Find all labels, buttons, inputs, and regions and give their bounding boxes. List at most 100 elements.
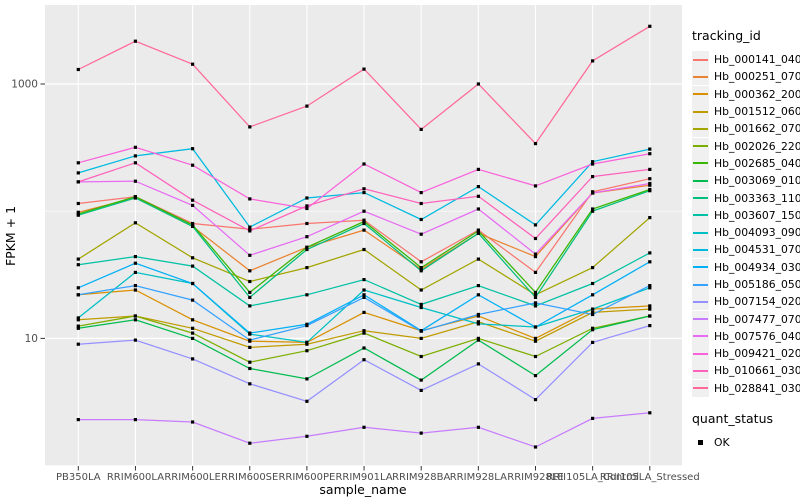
y-tick-label: 10 <box>25 333 38 345</box>
legend-item-label: Hb_004531_070 <box>714 243 800 257</box>
x-tick-label: PB350LA <box>56 472 101 483</box>
x-tick-label: RRIM901LA <box>335 472 392 483</box>
data-point-Hb_007477_070 <box>248 441 252 445</box>
data-point-Hb_005186_050 <box>648 284 652 288</box>
data-point-Hb_003363_110 <box>476 231 480 235</box>
legend-item-Hb_009421_020: Hb_009421_020 <box>692 345 800 363</box>
data-point-Hb_003363_110 <box>76 213 80 217</box>
data-point-Hb_003607_150 <box>248 304 252 308</box>
legend-swatch-line <box>693 335 708 338</box>
data-point-Hb_001512_060 <box>305 342 309 346</box>
data-point-Hb_001662_070 <box>419 288 423 292</box>
data-point-Hb_028841_030 <box>648 24 652 28</box>
data-point-Hb_002026_220 <box>248 360 252 364</box>
legend-swatch-line <box>693 387 708 390</box>
data-point-Hb_001662_070 <box>591 266 595 270</box>
legend-item-quant-OK: OK <box>692 434 800 451</box>
legend-item-Hb_001512_060: Hb_001512_060 <box>692 103 800 121</box>
data-point-Hb_005186_050 <box>533 301 538 305</box>
legend-item-label: Hb_000251_070 <box>714 70 800 84</box>
data-point-Hb_004531_070 <box>591 160 595 164</box>
data-point-Hb_002685_040 <box>305 245 309 249</box>
legend-key-swatch <box>692 172 709 190</box>
data-point-Hb_004934_030 <box>648 260 652 264</box>
legend-item-Hb_001662_070: Hb_001662_070 <box>692 120 800 138</box>
data-point-Hb_028841_030 <box>362 67 366 71</box>
data-point-Hb_004531_070 <box>133 154 137 158</box>
data-point-Hb_007154_020 <box>476 362 480 366</box>
x-tick-label: RRIM600LA <box>107 472 164 483</box>
data-point-Hb_007576_040 <box>419 232 423 236</box>
data-point-Hb_005186_050 <box>305 324 309 328</box>
data-point-Hb_007477_070 <box>362 425 366 429</box>
data-point-Hb_007154_020 <box>248 382 252 386</box>
data-point-Hb_004093_090 <box>305 340 309 344</box>
data-point-Hb_002685_040 <box>419 266 423 270</box>
data-point-Hb_028841_030 <box>591 59 595 63</box>
legend-item-Hb_010661_030: Hb_010661_030 <box>692 362 800 380</box>
data-point-Hb_003363_110 <box>305 247 309 252</box>
data-point-Hb_007154_020 <box>419 388 423 392</box>
legend-key-swatch <box>692 224 709 242</box>
legend-key-swatch <box>692 189 709 207</box>
data-point-Hb_028841_030 <box>248 125 252 129</box>
data-point-Hb_000141_040 <box>248 227 252 231</box>
legend-swatch-line <box>693 127 708 130</box>
data-point-Hb_003363_110 <box>133 196 137 200</box>
data-point-Hb_007576_040 <box>248 253 252 257</box>
x-tick-label: RRII105LA_Control <box>546 472 639 483</box>
data-point-Hb_003069_010 <box>248 366 252 371</box>
data-point-Hb_007576_040 <box>648 181 652 186</box>
data-point-Hb_010661_030 <box>248 229 252 233</box>
data-point-Hb_007154_020 <box>133 338 137 342</box>
legend-item-label: Hb_000141_040 <box>714 53 800 67</box>
legend-item-Hb_003363_110: Hb_003363_110 <box>692 189 800 207</box>
data-point-Hb_002026_220 <box>305 349 309 353</box>
data-point-Hb_010661_030 <box>362 187 366 191</box>
data-point-Hb_004934_030 <box>362 293 366 297</box>
data-point-Hb_028841_030 <box>133 39 137 43</box>
data-point-Hb_010661_030 <box>648 167 652 171</box>
data-point-Hb_007576_040 <box>191 203 195 207</box>
data-point-Hb_002026_220 <box>419 354 423 359</box>
data-point-Hb_010661_030 <box>591 175 595 179</box>
legend-item-label: Hb_007477_070 <box>714 312 800 326</box>
data-point-Hb_005186_050 <box>419 329 423 333</box>
data-point-Hb_003607_150 <box>476 284 480 288</box>
data-point-Hb_003363_110 <box>248 295 252 299</box>
data-point-Hb_000141_040 <box>76 201 80 206</box>
legend-swatch-line <box>693 162 708 165</box>
legend-item-label: Hb_004934_030 <box>714 260 800 274</box>
legend-item-Hb_004093_090: Hb_004093_090 <box>692 224 800 242</box>
legend-items-tracking-id: Hb_000141_040 Hb_000251_070 Hb_000362_200 H… <box>692 51 800 397</box>
data-point-Hb_004934_030 <box>591 293 595 297</box>
data-point-Hb_003363_110 <box>591 209 595 213</box>
data-point-Hb_010661_030 <box>76 180 80 184</box>
data-point-Hb_004531_070 <box>191 147 195 151</box>
x-tick-label: RRIM600SE <box>221 472 278 483</box>
data-point-Hb_028841_030 <box>76 67 80 72</box>
data-point-Hb_003607_150 <box>591 281 595 286</box>
data-point-Hb_001662_070 <box>362 247 366 252</box>
legend-item-Hb_004531_070: Hb_004531_070 <box>692 241 800 259</box>
data-point-Hb_007477_070 <box>648 411 652 415</box>
data-point-Hb_001662_070 <box>133 221 137 225</box>
data-point-Hb_007477_070 <box>533 445 538 449</box>
data-point-Hb_005186_050 <box>591 312 595 317</box>
legend-item-label: OK <box>714 436 730 450</box>
data-point-Hb_005186_050 <box>476 312 480 317</box>
legend-key-swatch <box>692 434 709 451</box>
legend-key-swatch <box>692 51 709 69</box>
legend-key-swatch <box>692 103 709 121</box>
data-point-Hb_009421_020 <box>476 167 480 171</box>
legend-key-swatch <box>692 241 709 259</box>
legend-key-swatch <box>692 258 709 276</box>
data-point-Hb_004934_030 <box>133 261 137 265</box>
data-point-Hb_004093_090 <box>648 286 652 290</box>
data-point-Hb_007154_020 <box>648 324 652 328</box>
legend-item-Hb_000362_200: Hb_000362_200 <box>692 85 800 103</box>
data-point-Hb_009421_020 <box>362 162 366 166</box>
data-point-Hb_004531_070 <box>648 147 652 151</box>
x-tick-label: RRIM928LA <box>450 472 507 483</box>
